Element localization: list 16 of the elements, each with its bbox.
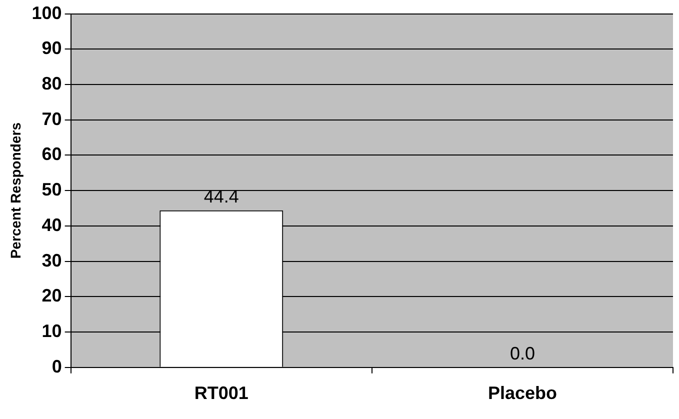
- data-label: 44.4: [204, 186, 239, 206]
- y-tick-label: 60: [42, 144, 62, 164]
- y-tick-label: 20: [42, 286, 62, 306]
- data-label: 0.0: [510, 343, 535, 364]
- y-axis-title: Percent Responders: [7, 122, 24, 259]
- y-tick-label: 50: [42, 180, 62, 200]
- y-tick-label: 100: [32, 2, 62, 23]
- y-tick-label: 40: [42, 214, 62, 235]
- y-tick-label: 10: [42, 321, 62, 342]
- x-tick-label: RT001: [194, 383, 248, 404]
- y-tick-label: 30: [42, 250, 62, 270]
- y-tick-label: 0: [52, 356, 62, 376]
- y-tick-label: 80: [42, 73, 62, 94]
- y-tick-label: 90: [42, 38, 62, 58]
- y-tick-label: 70: [42, 108, 62, 129]
- x-tick-label: Placebo: [488, 383, 557, 404]
